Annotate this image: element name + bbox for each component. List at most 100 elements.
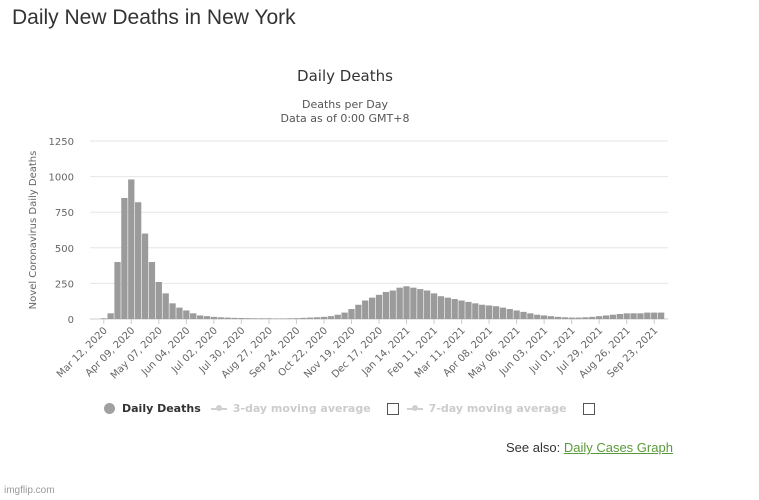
watermark: imgflip.com bbox=[4, 485, 55, 496]
bar bbox=[320, 316, 328, 319]
legend-item-daily-deaths[interactable]: Daily Deaths bbox=[104, 402, 201, 415]
bar bbox=[169, 303, 176, 319]
chart-title: Daily Deaths bbox=[297, 67, 393, 85]
y-tick-labels: 0 250 500 750 1000 1250 bbox=[49, 137, 74, 326]
checkbox-3-day-average[interactable] bbox=[386, 402, 399, 415]
bar bbox=[238, 318, 245, 319]
bar bbox=[272, 318, 279, 319]
bar bbox=[148, 262, 156, 319]
bar bbox=[183, 310, 190, 319]
bar bbox=[623, 313, 630, 319]
line-marker-icon bbox=[406, 404, 423, 411]
bar bbox=[609, 314, 617, 319]
bar bbox=[327, 316, 334, 319]
bar bbox=[382, 291, 390, 319]
bar bbox=[403, 286, 410, 319]
x-tick-label: Sep 23, 2021 bbox=[606, 325, 661, 380]
bar bbox=[596, 316, 603, 319]
bar bbox=[527, 313, 534, 319]
checkbox-7-day-average[interactable] bbox=[582, 402, 595, 415]
bar bbox=[547, 316, 555, 319]
bar bbox=[479, 304, 486, 319]
bar bbox=[451, 299, 458, 319]
bar bbox=[300, 317, 307, 319]
bar bbox=[616, 314, 623, 319]
bar bbox=[135, 202, 142, 319]
daily-cases-graph-link[interactable]: Daily Cases Graph bbox=[563, 440, 673, 455]
line-marker-icon bbox=[210, 404, 227, 411]
bar bbox=[313, 317, 321, 319]
bar bbox=[258, 318, 266, 319]
bar bbox=[458, 300, 465, 319]
bar bbox=[644, 312, 651, 319]
bar bbox=[513, 310, 520, 319]
bar bbox=[307, 317, 314, 319]
circle-icon bbox=[104, 403, 115, 414]
bar bbox=[362, 300, 369, 319]
bar bbox=[561, 317, 568, 319]
y-tick-label: 0 bbox=[68, 315, 74, 326]
bar bbox=[231, 317, 238, 319]
bar bbox=[100, 318, 107, 319]
bar bbox=[196, 315, 204, 319]
bar bbox=[176, 307, 183, 319]
bar bbox=[217, 317, 224, 319]
bar bbox=[396, 287, 403, 319]
bar bbox=[472, 303, 479, 319]
legend-label-7-day-average: 7-day moving average bbox=[428, 402, 567, 415]
bar bbox=[121, 197, 128, 319]
bar bbox=[155, 281, 162, 319]
bars bbox=[100, 179, 665, 319]
bar bbox=[190, 313, 197, 319]
chart-subtitle-line-2: Data as of 0:00 GMT+8 bbox=[281, 112, 410, 125]
bar bbox=[252, 318, 259, 319]
legend: Daily Deaths 3-day moving average 7-day … bbox=[104, 402, 603, 415]
bar bbox=[582, 317, 589, 319]
y-tick-label: 1000 bbox=[49, 173, 74, 184]
y-tick-label: 250 bbox=[55, 279, 74, 290]
bar bbox=[541, 315, 548, 319]
chart-subtitle-line-1: Deaths per Day bbox=[302, 98, 388, 111]
bar bbox=[341, 312, 348, 319]
bar bbox=[657, 312, 665, 319]
bar bbox=[568, 317, 575, 319]
bar bbox=[210, 316, 217, 319]
legend-label-daily-deaths: Daily Deaths bbox=[122, 402, 201, 415]
bar bbox=[224, 317, 231, 319]
bar bbox=[389, 290, 396, 319]
see-also-prefix: See also: bbox=[506, 440, 561, 455]
bar bbox=[355, 304, 362, 319]
y-tick-label: 500 bbox=[55, 244, 74, 255]
bar bbox=[589, 316, 596, 319]
bar bbox=[265, 318, 273, 319]
bar bbox=[651, 312, 658, 319]
legend-item-3-day-average[interactable]: 3-day moving average bbox=[210, 402, 371, 415]
bar bbox=[506, 309, 513, 319]
bar bbox=[279, 318, 286, 319]
bar bbox=[520, 311, 527, 319]
see-also: See also: Daily Cases Graph bbox=[506, 440, 673, 455]
bar bbox=[114, 262, 121, 319]
bar bbox=[602, 315, 610, 319]
bar bbox=[492, 306, 500, 319]
bar bbox=[334, 314, 341, 319]
bar bbox=[430, 293, 438, 319]
bar bbox=[245, 318, 252, 319]
y-axis-label: Novel Coronavirus Daily Deaths bbox=[28, 151, 39, 310]
bar bbox=[128, 179, 135, 319]
page-title: Daily New Deaths in New York bbox=[12, 6, 296, 29]
bar bbox=[630, 313, 637, 319]
grid-lines bbox=[90, 140, 668, 320]
bar bbox=[444, 297, 451, 319]
y-tick-label: 750 bbox=[55, 208, 74, 219]
bar bbox=[575, 317, 582, 319]
bar bbox=[107, 313, 114, 319]
legend-label-3-day-average: 3-day moving average bbox=[232, 402, 371, 415]
bar bbox=[485, 305, 493, 319]
legend-item-7-day-average[interactable]: 7-day moving average bbox=[406, 402, 567, 415]
bar bbox=[348, 309, 355, 319]
bar bbox=[437, 296, 445, 319]
bar bbox=[162, 293, 169, 319]
